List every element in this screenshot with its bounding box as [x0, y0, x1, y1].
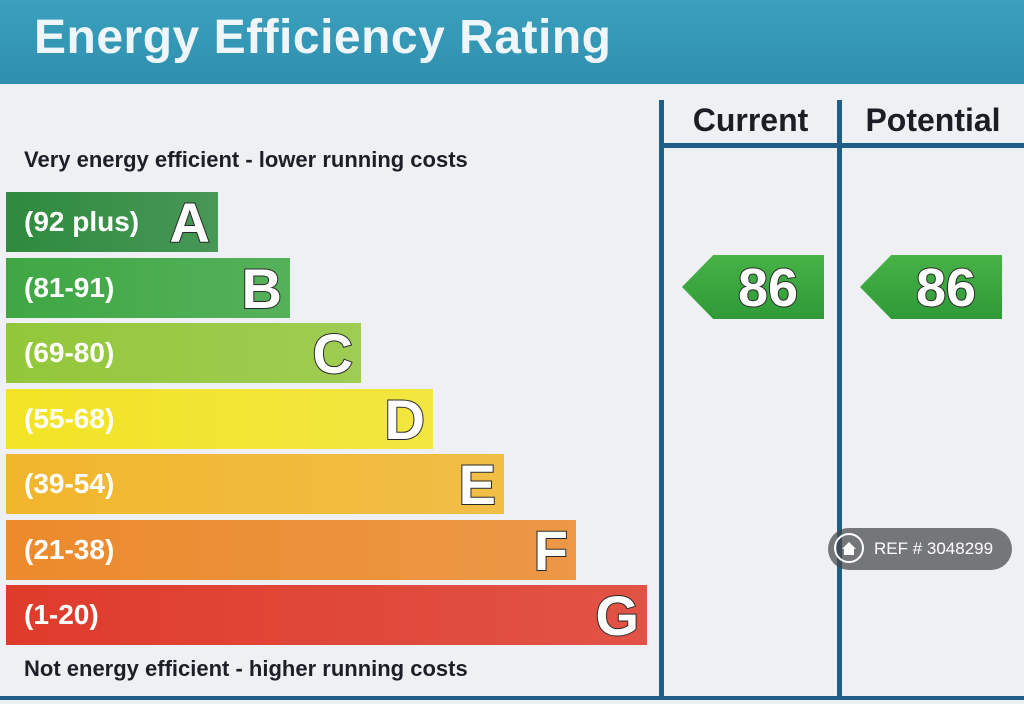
current-column-left-border — [659, 100, 664, 698]
bottom-border — [0, 696, 1024, 700]
bottom-caption: Not energy efficient - higher running co… — [24, 656, 468, 681]
band-range-label: (1-20) — [24, 599, 99, 630]
band-range-label: (55-68) — [24, 403, 115, 434]
band-e: (39-54) E — [6, 453, 504, 517]
home-icon — [834, 533, 864, 563]
band-range-label: (69-80) — [24, 337, 115, 368]
band-letter: B — [241, 257, 283, 321]
band-g: (1-20) G — [6, 584, 647, 648]
band-range-label: (81-91) — [24, 272, 115, 303]
current-rating-arrow: 86 — [682, 255, 824, 319]
band-letter: G — [594, 584, 640, 648]
current-header: Current — [692, 102, 809, 138]
band-range-label: (21-38) — [24, 534, 115, 565]
header-underline — [659, 143, 1024, 148]
title-bar: Energy Efficiency Rating — [0, 0, 1024, 84]
band-c: (69-80) C — [6, 322, 361, 386]
band-letter: A — [169, 191, 211, 255]
potential-rating-arrow: 86 — [860, 255, 1002, 319]
band-a: (92 plus) A — [6, 191, 218, 255]
band-b: (81-91) B — [6, 257, 290, 321]
band-letter: F — [533, 519, 569, 583]
top-caption: Very energy efficient - lower running co… — [24, 147, 468, 172]
band-letter: C — [312, 322, 354, 386]
band-range-label: (39-54) — [24, 468, 115, 499]
band-letter: D — [384, 388, 426, 452]
band-letter: E — [458, 453, 497, 517]
page-title: Energy Efficiency Rating — [34, 11, 612, 64]
column-divider — [837, 100, 842, 698]
reference-text: REF # 3048299 — [874, 539, 994, 558]
band-f: (21-38) F — [6, 519, 576, 583]
band-range-label: (92 plus) — [24, 206, 140, 237]
band-d: (55-68) D — [6, 388, 433, 452]
potential-rating-value: 86 — [915, 257, 977, 319]
potential-header: Potential — [865, 102, 1001, 138]
reference-watermark: REF # 3048299 — [828, 528, 1012, 570]
current-rating-value: 86 — [737, 257, 799, 319]
